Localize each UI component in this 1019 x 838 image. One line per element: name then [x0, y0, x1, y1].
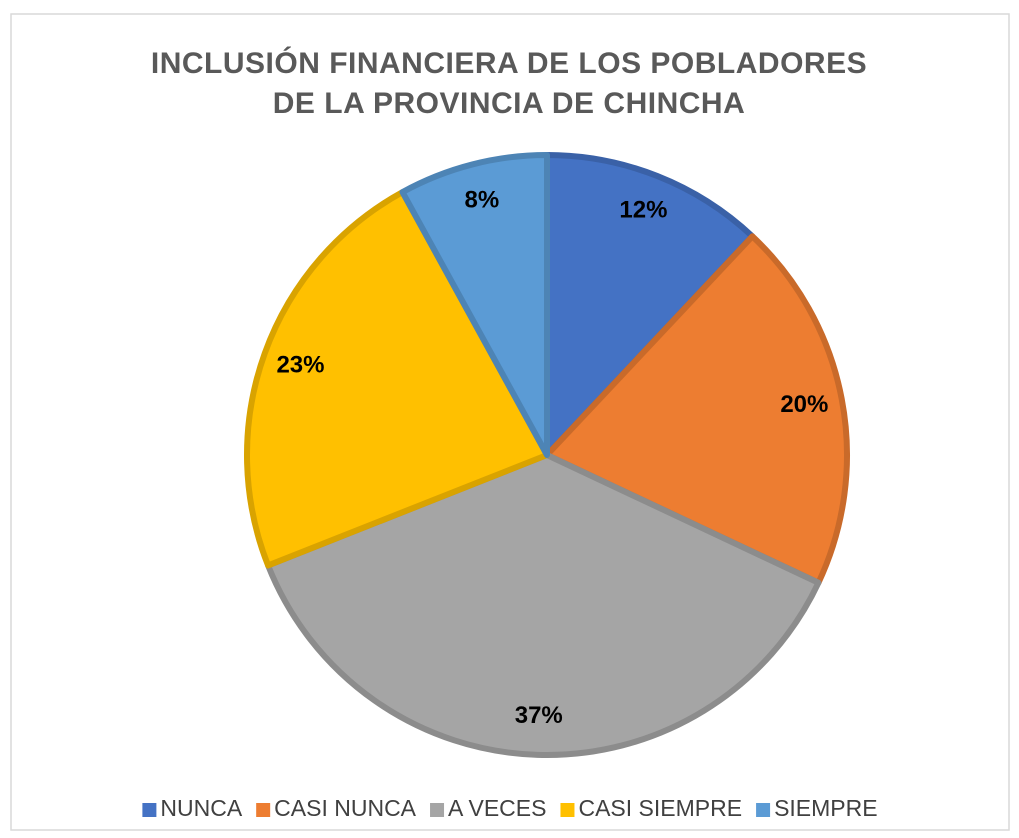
- data-label: 8%: [464, 187, 499, 214]
- legend-swatch: [560, 803, 575, 817]
- data-label: 23%: [276, 352, 324, 379]
- legend-swatch: [430, 803, 445, 817]
- chart-border: [10, 13, 1010, 831]
- legend-label: SIEMPRE: [774, 795, 878, 821]
- legend-label: NUNCA: [160, 795, 242, 821]
- pie-slice: [544, 152, 756, 458]
- pie-slice: [244, 189, 550, 569]
- data-label: 37%: [515, 702, 563, 729]
- pie-slice: [399, 152, 550, 458]
- data-label: 20%: [780, 391, 828, 418]
- data-label: 12%: [619, 197, 667, 224]
- legend-swatch: [256, 803, 271, 817]
- chart-title: INCLUSIÓN FINANCIERA DE LOS POBLADORES D…: [150, 47, 868, 120]
- legend-label: CASI NUNCA: [274, 795, 417, 821]
- legend-label: A VECES: [448, 795, 546, 821]
- legend-swatch: [756, 803, 771, 817]
- legend-swatch: [142, 803, 157, 817]
- pie-slice: [265, 452, 822, 758]
- pie-slice: [544, 233, 850, 586]
- legend-label: CASI SIEMPRE: [578, 795, 742, 821]
